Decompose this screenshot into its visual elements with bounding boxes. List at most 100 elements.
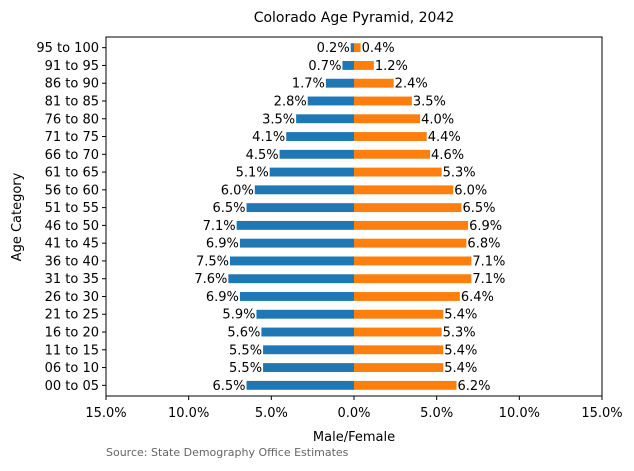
male-bar — [239, 238, 354, 248]
female-bar — [354, 43, 361, 53]
male-bar-label: 4.1% — [252, 130, 285, 145]
male-bar-label: 2.8% — [274, 94, 307, 109]
source-note: Source: State Demography Office Estimate… — [106, 446, 349, 459]
y-tick-label: 61 to 65 — [45, 166, 99, 181]
y-tick-label: 46 to 50 — [45, 219, 99, 234]
male-bar — [246, 203, 354, 213]
male-bar — [230, 256, 354, 266]
female-bar — [354, 167, 442, 177]
male-bar — [246, 380, 354, 390]
y-tick-label: 95 to 100 — [36, 41, 99, 56]
female-bar-label: 4.6% — [431, 148, 464, 163]
female-bar — [354, 96, 412, 106]
female-bar-label: 6.9% — [469, 219, 502, 234]
x-tick-label: 10.0% — [499, 406, 540, 421]
bar-labels-group: 6.5% 6.2% 5.5% 5.4% 5.5% 5.4% 5.6% 5.3% 5.9% 5.4%… — [194, 41, 505, 394]
male-bar-label: 7.6% — [194, 272, 227, 287]
male-bar — [350, 43, 354, 53]
female-bar — [354, 132, 427, 141]
female-bar-label: 6.2% — [458, 379, 491, 394]
female-bar — [354, 363, 444, 373]
male-bar-label: 7.1% — [203, 219, 236, 234]
female-bar-label: 6.4% — [461, 290, 494, 305]
y-tick-label: 76 to 80 — [45, 112, 99, 127]
male-bar — [279, 149, 354, 159]
female-bar-label: 7.1% — [472, 272, 505, 287]
male-bar — [325, 78, 354, 88]
female-bar — [354, 220, 469, 230]
male-bar-label: 6.0% — [221, 183, 254, 198]
male-bar-label: 5.5% — [229, 361, 262, 376]
female-bar — [354, 256, 472, 266]
female-bar — [354, 149, 431, 159]
y-tick-label: 06 to 10 — [45, 361, 99, 376]
x-tick-label: 5.0% — [255, 406, 288, 421]
y-axis-label: Age Category — [10, 172, 25, 261]
x-tick-label: 0.0% — [337, 406, 370, 421]
y-tick-label: 36 to 40 — [45, 254, 99, 269]
male-bar — [263, 363, 354, 373]
y-tick-label: 71 to 75 — [45, 130, 99, 145]
male-bar — [236, 220, 354, 230]
male-bar — [228, 274, 354, 284]
male-bar-label: 5.9% — [222, 308, 255, 323]
female-bar-label: 1.2% — [375, 59, 408, 74]
y-tick-label: 11 to 15 — [45, 343, 99, 358]
female-bar — [354, 185, 454, 195]
male-bar — [263, 345, 354, 355]
y-tick-label: 26 to 30 — [45, 290, 99, 305]
female-bar-label: 5.4% — [444, 361, 477, 376]
male-bar — [254, 185, 354, 195]
male-bar-label: 4.5% — [246, 148, 279, 163]
male-bar-label: 0.2% — [317, 41, 350, 56]
male-bar — [342, 60, 354, 70]
y-ticks-group: 00 to 05 06 to 10 11 to 15 16 to 20 21 to 25… — [36, 41, 106, 394]
female-bar — [354, 274, 472, 284]
y-tick-label: 00 to 05 — [45, 379, 99, 394]
male-bar-label: 6.5% — [213, 201, 246, 216]
male-bar — [239, 292, 354, 301]
female-bar — [354, 238, 467, 248]
male-bar-label: 0.7% — [308, 59, 341, 74]
x-tick-label: 15.0% — [85, 406, 126, 421]
male-bar — [261, 327, 354, 337]
y-tick-label: 56 to 60 — [45, 183, 99, 198]
x-tick-label: 10.0% — [168, 406, 209, 421]
y-tick-label: 51 to 55 — [45, 201, 99, 216]
male-bar-label: 6.9% — [206, 237, 239, 252]
y-tick-label: 31 to 35 — [45, 272, 99, 287]
male-bar-label: 3.5% — [262, 112, 295, 127]
female-bar — [354, 345, 444, 355]
female-bar-label: 2.4% — [395, 77, 428, 92]
female-bar-label: 4.0% — [421, 112, 454, 127]
female-bar — [354, 309, 444, 319]
y-tick-label: 86 to 90 — [45, 77, 99, 92]
plot-frame — [105, 36, 603, 397]
female-bar-label: 5.3% — [443, 166, 476, 181]
male-bar — [286, 132, 354, 141]
male-bar — [307, 96, 354, 106]
female-bar-label: 0.4% — [362, 41, 395, 56]
female-bar-label: 7.1% — [472, 254, 505, 269]
female-bar — [354, 203, 462, 213]
male-bar-label: 1.7% — [292, 77, 325, 92]
female-bar-label: 3.5% — [413, 94, 446, 109]
female-bar — [354, 292, 460, 301]
male-bar-label: 6.9% — [206, 290, 239, 305]
bars-group — [228, 43, 472, 390]
female-bar-label: 5.4% — [444, 343, 477, 358]
female-bar — [354, 114, 421, 124]
male-bar-label: 7.5% — [196, 254, 229, 269]
y-tick-label: 41 to 45 — [45, 237, 99, 252]
female-bar-label: 4.4% — [428, 130, 461, 145]
male-bar-label: 6.5% — [213, 379, 246, 394]
y-tick-label: 81 to 85 — [45, 94, 99, 109]
x-tick-label: 15.0% — [581, 406, 622, 421]
female-bar-label: 6.8% — [467, 237, 500, 252]
male-bar-label: 5.5% — [229, 343, 262, 358]
y-tick-label: 66 to 70 — [45, 148, 99, 163]
female-bar-label: 6.5% — [462, 201, 495, 216]
female-bar — [354, 380, 457, 390]
female-bar-label: 5.4% — [444, 308, 477, 323]
